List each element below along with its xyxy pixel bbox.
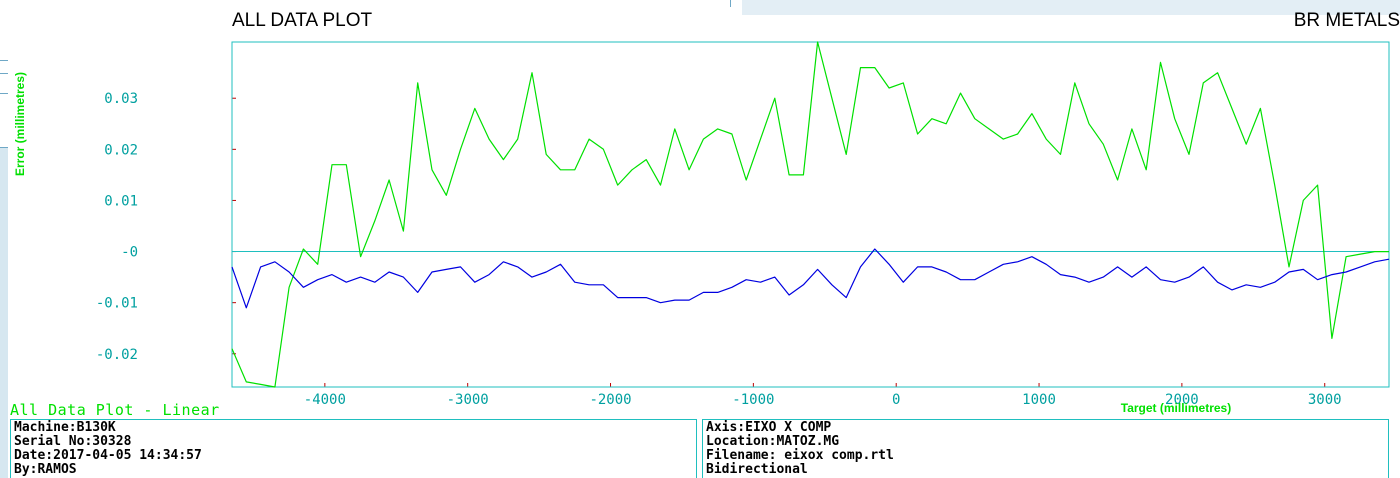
axis-info-panel: Axis:EIXO X COMP Location:MATOZ.MG Filen…: [702, 419, 1389, 478]
y-tick-label: -0.02: [96, 347, 138, 363]
x-tick-label: 1000: [1022, 392, 1056, 408]
x-tick-label: -3000: [447, 392, 489, 408]
filename-label: Filename: eixox comp.rtl: [706, 448, 894, 463]
x-tick-label: -2000: [589, 392, 631, 408]
x-axis: -4000 -3000 -2000 -1000 0 1000 2000 3000: [304, 383, 1342, 408]
y-tick-label: -0: [121, 245, 138, 261]
window-left-tick: [0, 147, 8, 148]
y-tick-label: 0.02: [104, 142, 138, 158]
chart-title: ALL DATA PLOT: [232, 10, 373, 31]
company-name: BR METALS: [1293, 10, 1400, 31]
x-axis-label: Target (millimetres): [1121, 401, 1231, 415]
direction-label: Bidirectional: [706, 462, 808, 477]
operator-label: By:RAMOS: [14, 462, 77, 477]
date-label: Date:2017-04-05 14:34:57: [14, 448, 202, 463]
window-left-tick: [0, 93, 8, 94]
x-tick-label: -1000: [732, 392, 774, 408]
error-plot: 0.03 0.02 0.01 -0 -0.01 -0.02 -4000 -3000 -2000…: [13, 41, 1390, 415]
serial-label: Serial No:30328: [14, 434, 132, 449]
window-left-tick: [0, 60, 8, 61]
window-top-tick: [730, 0, 731, 7]
y-axis: 0.03 0.02 0.01 -0 -0.01 -0.02: [96, 91, 236, 363]
window-top-strip: [742, 0, 1400, 15]
y-tick-label: 0.01: [104, 193, 138, 209]
axis-label: Axis:EIXO X COMP: [706, 420, 832, 435]
series-forward-line: [231, 41, 1389, 388]
x-tick-label: 3000: [1308, 392, 1342, 408]
series-group: [231, 41, 1390, 388]
plot-subtitle: All Data Plot - Linear: [10, 401, 220, 419]
window-left-tick: [0, 73, 8, 74]
x-tick-label: 2000: [1165, 392, 1199, 408]
x-tick-label: -4000: [304, 392, 346, 408]
location-label: Location:MATOZ.MG: [706, 434, 840, 449]
machine-label: Machine:B130K: [14, 420, 116, 435]
y-tick-label: -0.01: [96, 296, 138, 312]
plot-frame: [231, 41, 1390, 388]
window-edge-strip: [0, 148, 8, 478]
series-reverse-line: [231, 248, 1390, 309]
x-tick-label: 0: [892, 392, 900, 408]
y-axis-label: Error (millimetres): [13, 72, 27, 176]
y-tick-label: 0.03: [104, 91, 138, 107]
machine-info-panel: Machine:B130K Serial No:30328 Date:2017-…: [10, 419, 697, 478]
